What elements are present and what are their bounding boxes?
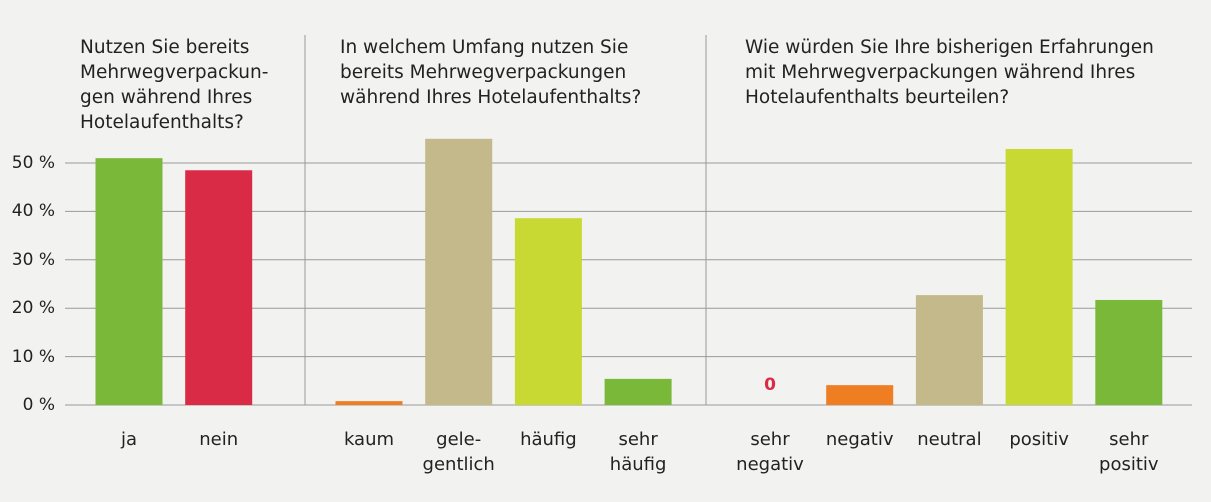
panel-title: Nutzen Sie bereits Mehrwegverpackun- gen… [80,37,269,133]
panel-title: Wie würden Sie Ihre bisherigen Erfahrung… [745,37,1154,108]
x-tick-label: sehr negativ [736,429,804,475]
panel-title: In welchem Umfang nutzen Sie bereits Meh… [340,37,642,108]
value-label: 0 [764,375,776,395]
x-tick-label: gele- gentlich [422,429,495,475]
bar [185,170,253,405]
y-tick-label: 10 % [11,346,55,367]
y-tick-label: 40 % [11,201,55,222]
x-tick-label: sehr positiv [1099,429,1159,475]
y-tick-label: 20 % [11,298,55,319]
x-tick-label: sehr häufig [609,429,667,475]
y-tick-label: 0 % [22,395,55,415]
x-tick-label: nein [199,429,239,450]
x-tick-label: positiv [1009,429,1069,450]
bar [1095,299,1163,405]
bar [425,138,493,406]
bar [826,385,894,405]
y-tick-label: 30 % [11,249,55,270]
y-tick-label: 50 % [11,153,55,173]
bar [514,218,582,405]
x-tick-label: kaum [343,429,395,450]
bar [604,378,672,405]
x-tick-label: neutral [917,429,982,450]
bar [1005,148,1073,406]
x-tick-label: ja [120,429,138,450]
x-tick-label: häufig [520,429,577,450]
bar [915,295,983,405]
bar [95,158,163,405]
bar [335,401,403,405]
x-tick-label: negativ [825,429,894,450]
